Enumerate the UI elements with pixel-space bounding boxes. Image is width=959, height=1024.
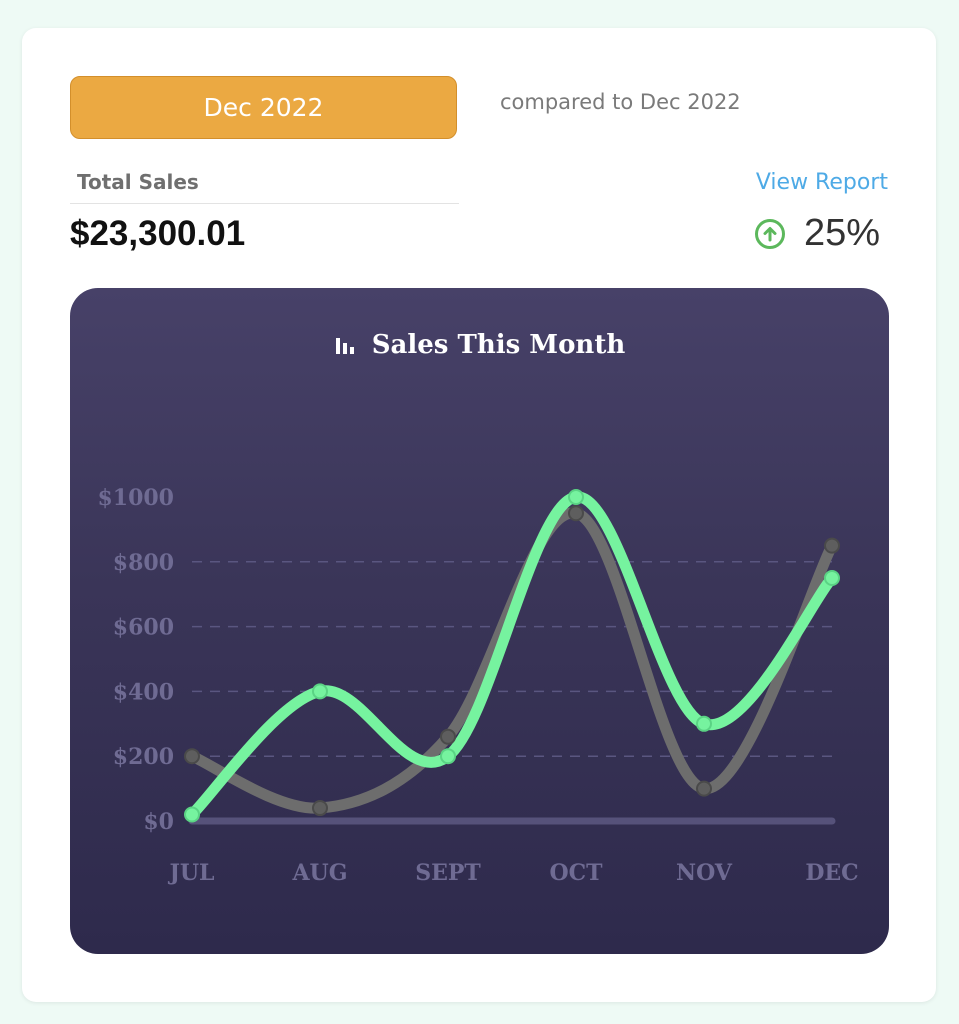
data-point-previous — [312, 800, 328, 817]
data-point-previous — [568, 505, 584, 522]
view-report-link[interactable]: View Report — [755, 170, 888, 195]
y-tick-label: $1000 — [97, 485, 174, 511]
sales-chart-panel: $0 $200 $400 $600 $800 $1000 JUL AUG SEPT OCT NOV D… — [70, 288, 889, 954]
change-indicator: 25% — [754, 212, 880, 255]
data-point-previous — [696, 780, 712, 797]
data-point-current — [312, 683, 328, 700]
sales-card: Dec 2022 compared to Dec 2022 Total Sale… — [22, 28, 936, 1002]
data-point-previous — [184, 748, 200, 765]
y-tick-label: $600 — [113, 615, 174, 641]
y-tick-label: $200 — [113, 744, 174, 770]
data-point-current — [184, 806, 200, 823]
data-point-current — [440, 748, 456, 765]
arrow-up-circle-icon — [754, 218, 785, 249]
comparison-text: compared to Dec 2022 — [500, 90, 741, 114]
sales-line-chart: $0 $200 $400 $600 $800 $1000 JUL AUG SEPT OCT NOV D… — [97, 485, 858, 886]
total-sales-label: Total Sales — [77, 170, 199, 194]
data-point-current — [568, 489, 584, 505]
bar-chart-icon — [335, 338, 354, 354]
data-point-current — [824, 570, 840, 586]
change-percent: 25% — [803, 212, 880, 254]
x-tick-label: NOV — [676, 860, 733, 886]
x-tick-label: JUL — [167, 860, 214, 886]
x-tick-label: DEC — [805, 860, 858, 886]
y-tick-label: $800 — [113, 550, 174, 576]
period-selector-button[interactable]: Dec 2022 — [70, 76, 457, 139]
total-sales-value: $23,300.01 — [70, 214, 246, 253]
data-point-previous — [824, 537, 840, 554]
y-tick-label: $0 — [143, 809, 174, 835]
series-line-previous — [186, 507, 838, 814]
chart-title-text: Sales This Month — [371, 330, 626, 360]
divider — [70, 203, 459, 204]
y-tick-label: $400 — [113, 679, 174, 705]
chart-title: Sales This Month — [70, 330, 889, 360]
x-tick-label: OCT — [549, 860, 603, 886]
data-point-previous — [440, 728, 456, 745]
x-tick-label: SEPT — [415, 860, 481, 886]
x-tick-label: AUG — [291, 860, 347, 886]
data-point-current — [696, 715, 712, 732]
